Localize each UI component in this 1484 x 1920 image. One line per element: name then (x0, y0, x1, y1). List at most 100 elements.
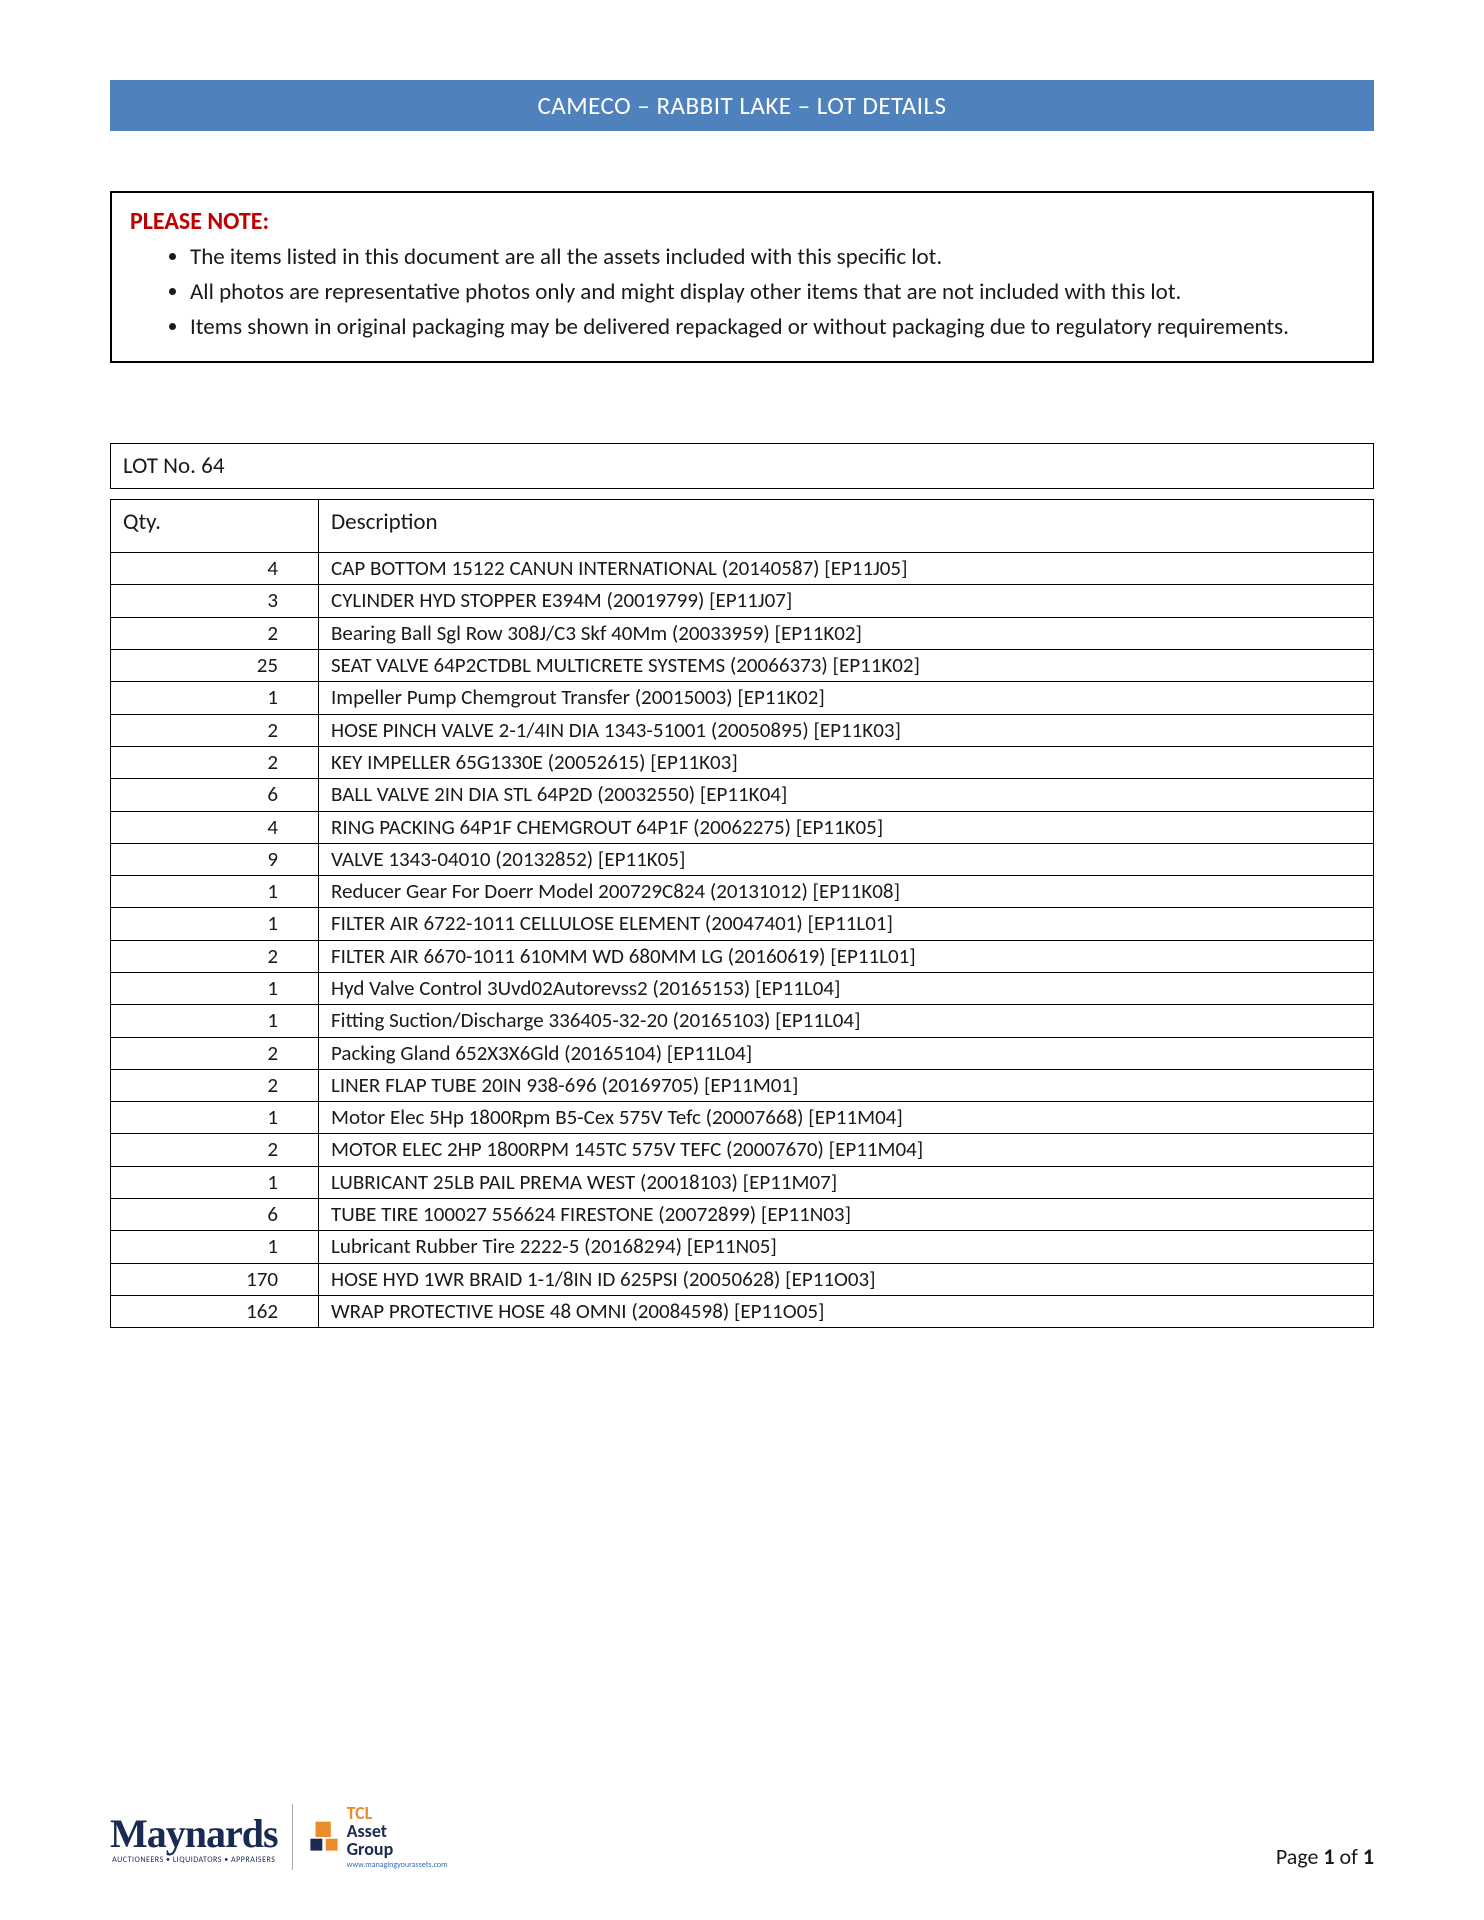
cell-qty: 3 (111, 585, 319, 617)
cell-qty: 2 (111, 1069, 319, 1101)
table-row: 1Hyd Valve Control 3Uvd02Autorevss2 (201… (111, 973, 1374, 1005)
cell-qty: 1 (111, 682, 319, 714)
cell-description: Hyd Valve Control 3Uvd02Autorevss2 (2016… (319, 973, 1374, 1005)
cell-description: HOSE HYD 1WR BRAID 1-1/8IN ID 625PSI (20… (319, 1263, 1374, 1295)
tcl-text: TCL Asset Group (347, 1804, 448, 1858)
lot-section: LOT No. 64 Qty. Description 4CAP BOTTOM … (110, 443, 1374, 1328)
note-item: Items shown in original packaging may be… (190, 312, 1354, 343)
table-row: 1Fitting Suction/Discharge 336405-32-20 … (111, 1005, 1374, 1037)
cell-description: LINER FLAP TUBE 20IN 938-696 (20169705) … (319, 1069, 1374, 1101)
page-current: 1 (1323, 1843, 1334, 1870)
cell-qty: 1 (111, 973, 319, 1005)
lot-number: LOT No. 64 (110, 443, 1374, 489)
cell-qty: 2 (111, 1134, 319, 1166)
cell-qty: 170 (111, 1263, 319, 1295)
table-row: 2HOSE PINCH VALVE 2-1/4IN DIA 1343-51001… (111, 714, 1374, 746)
table-row: 4CAP BOTTOM 15122 CANUN INTERNATIONAL (2… (111, 553, 1374, 585)
cell-qty: 4 (111, 811, 319, 843)
cell-qty: 2 (111, 1037, 319, 1069)
note-box: PLEASE NOTE: The items listed in this do… (110, 191, 1374, 363)
title-bar: CAMECO – RABBIT LAKE – LOT DETAILS (110, 80, 1374, 131)
cell-qty: 1 (111, 1231, 319, 1263)
cell-qty: 162 (111, 1295, 319, 1327)
cell-description: VALVE 1343-04010 (20132852) [EP11K05] (319, 843, 1374, 875)
cell-description: WRAP PROTECTIVE HOSE 48 OMNI (20084598) … (319, 1295, 1374, 1327)
cell-qty: 6 (111, 1199, 319, 1231)
table-row: 3CYLINDER HYD STOPPER E394M (20019799) [… (111, 585, 1374, 617)
table-row: 1Motor Elec 5Hp 1800Rpm B5-Cex 575V Tefc… (111, 1102, 1374, 1134)
cell-description: FILTER AIR 6722-1011 CELLULOSE ELEMENT (… (319, 908, 1374, 940)
cell-description: MOTOR ELEC 2HP 1800RPM 145TC 575V TEFC (… (319, 1134, 1374, 1166)
cell-description: HOSE PINCH VALVE 2-1/4IN DIA 1343-51001 … (319, 714, 1374, 746)
cell-description: FILTER AIR 6670-1011 610MM WD 680MM LG (… (319, 940, 1374, 972)
table-row: 2FILTER AIR 6670-1011 610MM WD 680MM LG … (111, 940, 1374, 972)
table-row: 2LINER FLAP TUBE 20IN 938-696 (20169705)… (111, 1069, 1374, 1101)
cell-description: RING PACKING 64P1F CHEMGROUT 64P1F (2006… (319, 811, 1374, 843)
table-row: 2KEY IMPELLER 65G1330E (20052615) [EP11K… (111, 746, 1374, 778)
cell-description: Reducer Gear For Doerr Model 200729C824 … (319, 876, 1374, 908)
page: CAMECO – RABBIT LAKE – LOT DETAILS PLEAS… (0, 0, 1484, 1920)
table-row: 2Bearing Ball Sgl Row 308J/C3 Skf 40Mm (… (111, 617, 1374, 649)
cell-qty: 9 (111, 843, 319, 875)
cell-description: KEY IMPELLER 65G1330E (20052615) [EP11K0… (319, 746, 1374, 778)
table-row: 4RING PACKING 64P1F CHEMGROUT 64P1F (200… (111, 811, 1374, 843)
table-row: 1FILTER AIR 6722-1011 CELLULOSE ELEMENT … (111, 908, 1374, 940)
page-total: 1 (1363, 1843, 1374, 1870)
cell-description: Impeller Pump Chemgrout Transfer (200150… (319, 682, 1374, 714)
table-row: 25SEAT VALVE 64P2CTDBL MULTICRETE SYSTEM… (111, 650, 1374, 682)
table-row: 1LUBRICANT 25LB PAIL PREMA WEST (2001810… (111, 1166, 1374, 1198)
cell-qty: 2 (111, 940, 319, 972)
cell-qty: 1 (111, 1166, 319, 1198)
cell-qty: 6 (111, 779, 319, 811)
table-body: 4CAP BOTTOM 15122 CANUN INTERNATIONAL (2… (111, 553, 1374, 1328)
col-description: Description (319, 500, 1374, 553)
cell-qty: 1 (111, 876, 319, 908)
lot-table: Qty. Description 4CAP BOTTOM 15122 CANUN… (110, 499, 1374, 1328)
maynards-logo: Maynards AUCTIONEERS • LIQUIDATORS • APP… (110, 1810, 278, 1865)
tcl-logo: TCL Asset Group www.managingyourassets.c… (292, 1804, 448, 1870)
page-title: CAMECO – RABBIT LAKE – LOT DETAILS (537, 90, 946, 121)
cell-description: Fitting Suction/Discharge 336405-32-20 (… (319, 1005, 1374, 1037)
note-list: The items listed in this document are al… (130, 242, 1354, 343)
maynards-wordmark: Maynards (110, 1810, 278, 1857)
footer-logos: Maynards AUCTIONEERS • LIQUIDATORS • APP… (110, 1804, 448, 1870)
cell-description: BALL VALVE 2IN DIA STL 64P2D (20032550) … (319, 779, 1374, 811)
cell-description: SEAT VALVE 64P2CTDBL MULTICRETE SYSTEMS … (319, 650, 1374, 682)
cell-description: Bearing Ball Sgl Row 308J/C3 Skf 40Mm (2… (319, 617, 1374, 649)
table-row: 9VALVE 1343-04010 (20132852) [EP11K05] (111, 843, 1374, 875)
cell-qty: 2 (111, 746, 319, 778)
cell-qty: 1 (111, 1005, 319, 1037)
note-item: The items listed in this document are al… (190, 242, 1354, 273)
maynards-tagline: AUCTIONEERS • LIQUIDATORS • APPRAISERS (112, 1855, 275, 1865)
table-row: 162WRAP PROTECTIVE HOSE 48 OMNI (2008459… (111, 1295, 1374, 1327)
cell-description: TUBE TIRE 100027 556624 FIRESTONE (20072… (319, 1199, 1374, 1231)
page-number: Page 1 of 1 (1276, 1843, 1374, 1870)
table-row: 1Lubricant Rubber Tire 2222-5 (20168294)… (111, 1231, 1374, 1263)
cell-qty: 1 (111, 1102, 319, 1134)
table-header-row: Qty. Description (111, 500, 1374, 553)
table-row: 170HOSE HYD 1WR BRAID 1-1/8IN ID 625PSI … (111, 1263, 1374, 1295)
cell-description: CAP BOTTOM 15122 CANUN INTERNATIONAL (20… (319, 553, 1374, 585)
cell-qty: 2 (111, 617, 319, 649)
page-of: of (1335, 1843, 1363, 1870)
table-row: 6TUBE TIRE 100027 556624 FIRESTONE (2007… (111, 1199, 1374, 1231)
cell-qty: 2 (111, 714, 319, 746)
cell-description: LUBRICANT 25LB PAIL PREMA WEST (20018103… (319, 1166, 1374, 1198)
cell-description: Packing Gland 652X3X6Gld (20165104) [EP1… (319, 1037, 1374, 1069)
table-row: 2Packing Gland 652X3X6Gld (20165104) [EP… (111, 1037, 1374, 1069)
cell-qty: 1 (111, 908, 319, 940)
tcl-icon (307, 1820, 341, 1854)
col-qty: Qty. (111, 500, 319, 553)
footer: Maynards AUCTIONEERS • LIQUIDATORS • APP… (110, 1804, 1374, 1870)
note-title: PLEASE NOTE: (130, 207, 1354, 236)
page-label-prefix: Page (1276, 1843, 1324, 1870)
tcl-line3: Group (347, 1840, 448, 1858)
cell-description: Lubricant Rubber Tire 2222-5 (20168294) … (319, 1231, 1374, 1263)
note-item: All photos are representative photos onl… (190, 277, 1354, 308)
cell-description: CYLINDER HYD STOPPER E394M (20019799) [E… (319, 585, 1374, 617)
cell-qty: 4 (111, 553, 319, 585)
cell-qty: 25 (111, 650, 319, 682)
tcl-subtext: www.managingyourassets.com (347, 1860, 448, 1870)
cell-description: Motor Elec 5Hp 1800Rpm B5-Cex 575V Tefc … (319, 1102, 1374, 1134)
table-row: 1Reducer Gear For Doerr Model 200729C824… (111, 876, 1374, 908)
